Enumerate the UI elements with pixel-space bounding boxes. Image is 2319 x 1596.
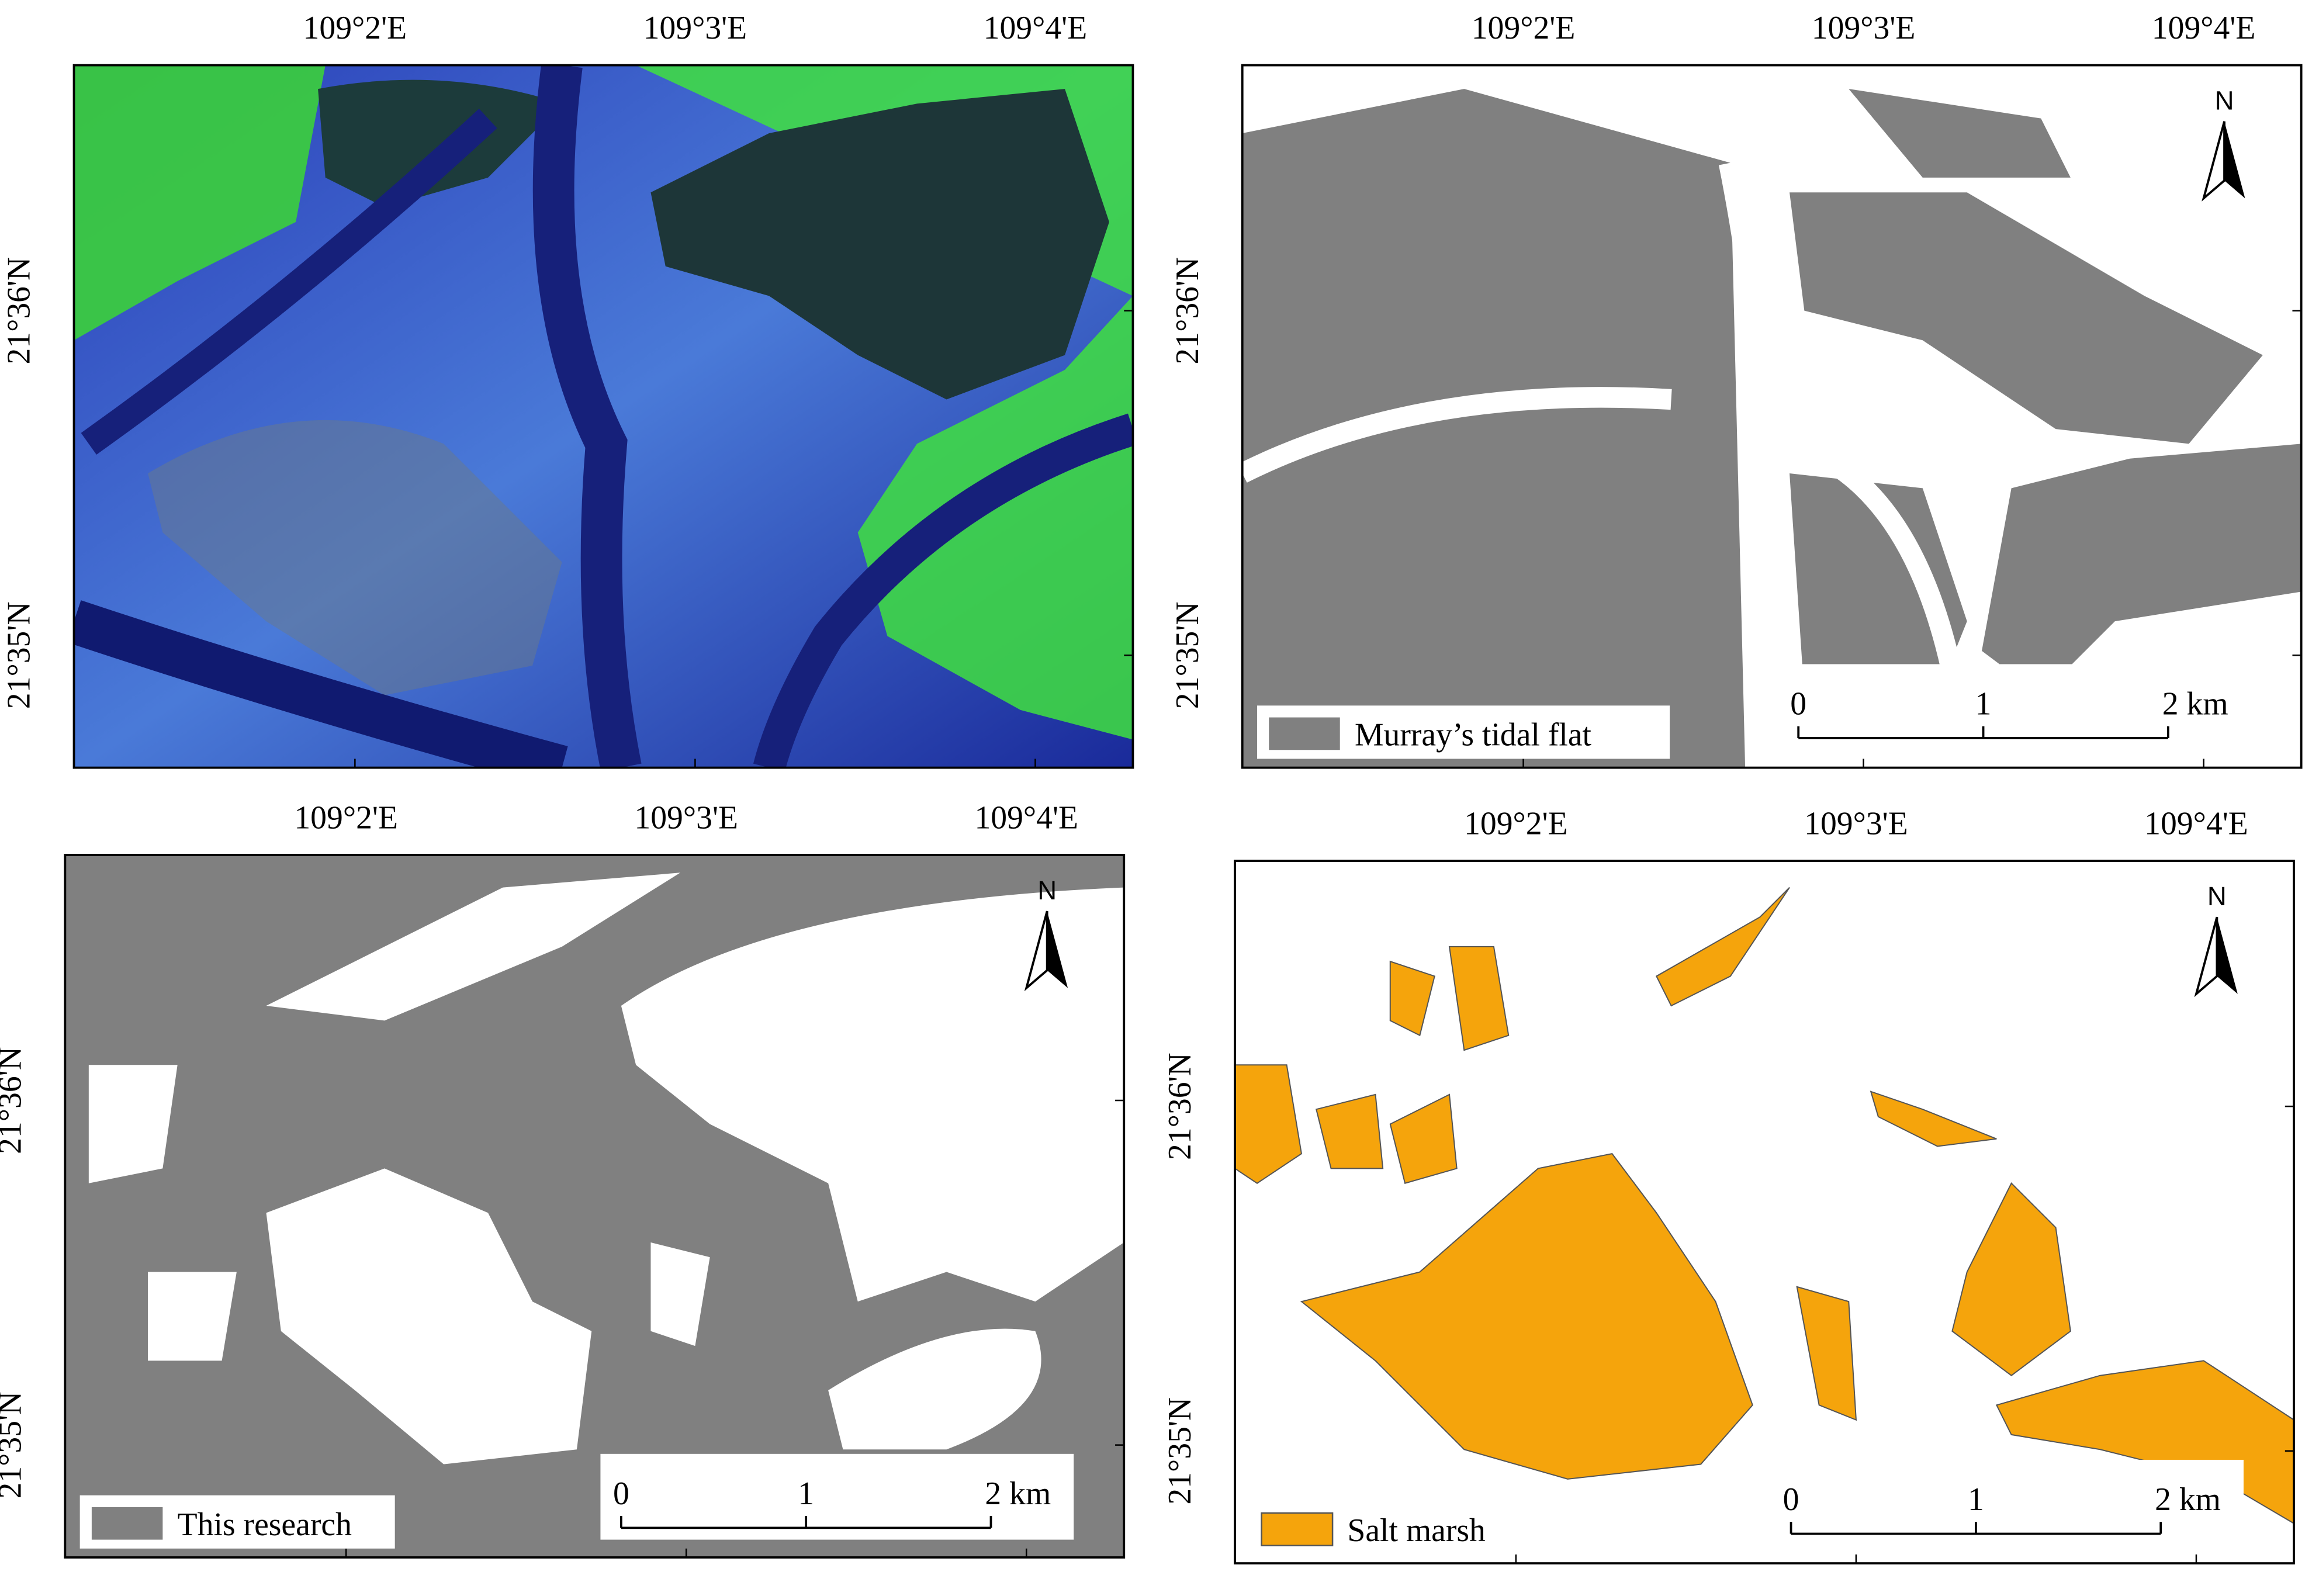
north-label: N [1037,875,1057,905]
latitude-label: 21°35'N [1169,601,1206,709]
scale-label: 2 km [2162,686,2228,722]
legend-swatch [1269,717,1340,750]
legend-label: Murray’s tidal flat [1355,717,1591,753]
longitude-label: 109°4'E [2152,10,2256,46]
scale-box [1770,1459,2244,1546]
scale-box [1777,664,2251,750]
latitude-label: 21°36'N [1169,257,1206,365]
north-label: N [2215,86,2234,116]
longitude-label: 109°2'E [294,799,398,836]
longitude-label: 109°3'E [643,10,747,46]
longitude-label: 109°4'E [984,10,1088,46]
latitude-label: 21°36'N [0,1047,28,1154]
legend-label: Salt marsh [1347,1512,1486,1549]
satellite-image [74,65,1133,768]
map-this-research [65,854,1124,1557]
longitude-label: 109°2'E [1464,806,1568,842]
scale-label: 1 [798,1476,814,1512]
legend-swatch [1261,1512,1334,1546]
north-label: N [2207,881,2227,911]
scale-label: 0 [1790,686,1806,722]
map-murray [1242,65,2301,768]
latitude-label: 21°36'N [1,257,37,365]
north-arrow [1047,911,1068,988]
longitude-label: 109°3'E [634,799,738,836]
scale-box [600,1453,1074,1540]
latitude-label: 21°35'N [1,601,37,709]
longitude-label: 109°2'E [1472,10,1576,46]
frames [64,64,2303,1564]
longitude-label: 109°4'E [974,799,1078,836]
longitude-label: 109°4'E [2144,806,2248,842]
scale-label: 2 km [2155,1481,2221,1518]
latitude-label: 21°36'N [1162,1053,1198,1160]
scale-label: 0 [613,1476,629,1512]
longitude-label: 109°2'E [303,10,407,46]
scale-label: 0 [1783,1481,1799,1518]
longitude-label: 109°3'E [1812,10,1916,46]
map-salt-marsh [1235,861,2294,1564]
scale-label: 1 [1968,1481,1984,1518]
north-arrow [2224,121,2245,199]
scale-label: 2 km [985,1476,1051,1512]
longitude-label: 109°3'E [1804,806,1908,842]
north-arrow [2217,917,2238,994]
scale-label: 1 [1975,686,1992,722]
latitude-label: 21°35'N [1162,1397,1198,1505]
latitude-label: 21°35'N [0,1391,28,1499]
legend-swatch [91,1507,163,1540]
legend-label: This research [178,1507,352,1543]
